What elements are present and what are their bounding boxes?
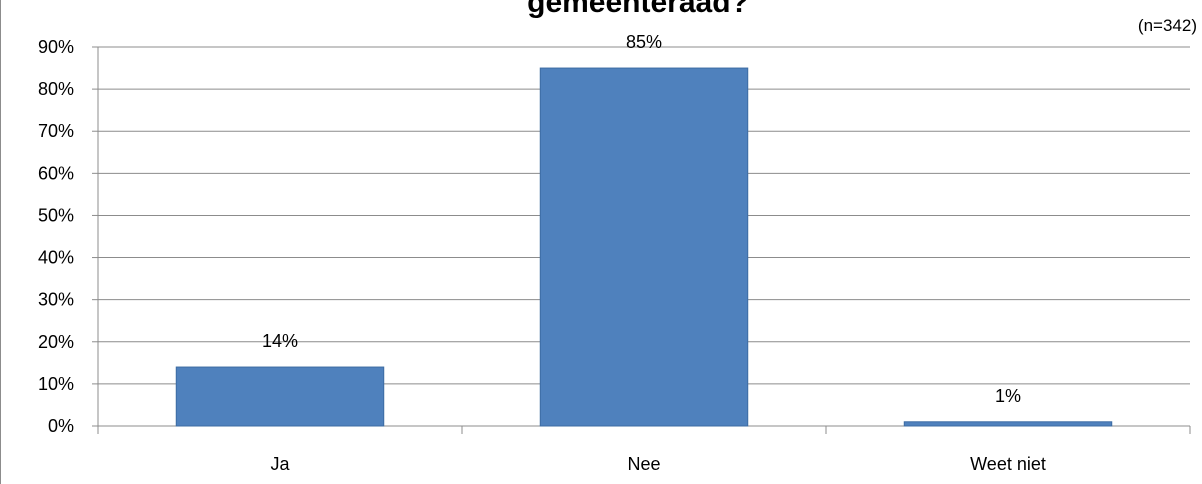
y-tick-label: 80% xyxy=(38,79,74,99)
data-label: 85% xyxy=(626,32,662,52)
bar-nee xyxy=(539,67,749,427)
y-tick-label: 30% xyxy=(38,290,74,310)
data-label: 14% xyxy=(262,331,298,351)
bar-weet-niet xyxy=(903,421,1113,427)
category-label: Weet niet xyxy=(970,454,1046,474)
y-tick-label: 40% xyxy=(38,248,74,268)
sample-size-note: (n=342) xyxy=(1138,16,1197,35)
bar-ja xyxy=(175,366,385,427)
category-label: Ja xyxy=(270,454,290,474)
y-tick-label: 50% xyxy=(38,205,74,225)
bars xyxy=(175,67,1113,427)
y-tick-label: 70% xyxy=(38,121,74,141)
y-tick-label: 60% xyxy=(38,163,74,183)
y-tick-label: 0% xyxy=(48,416,74,436)
y-tick-label: 20% xyxy=(38,332,74,352)
chart-title: gemeenteraad? xyxy=(527,0,749,19)
x-axis-category-labels: Ja Nee Weet niet xyxy=(270,454,1045,474)
data-labels: 14% 85% 1% xyxy=(262,32,1021,406)
y-axis-tick-labels: 0% 10% 20% 30% 40% 50% 60% 70% 80% 90% xyxy=(38,37,74,436)
data-label: 1% xyxy=(995,386,1021,406)
category-label: Nee xyxy=(627,454,660,474)
y-tick-label: 10% xyxy=(38,374,74,394)
y-tick-label: 90% xyxy=(38,37,74,57)
